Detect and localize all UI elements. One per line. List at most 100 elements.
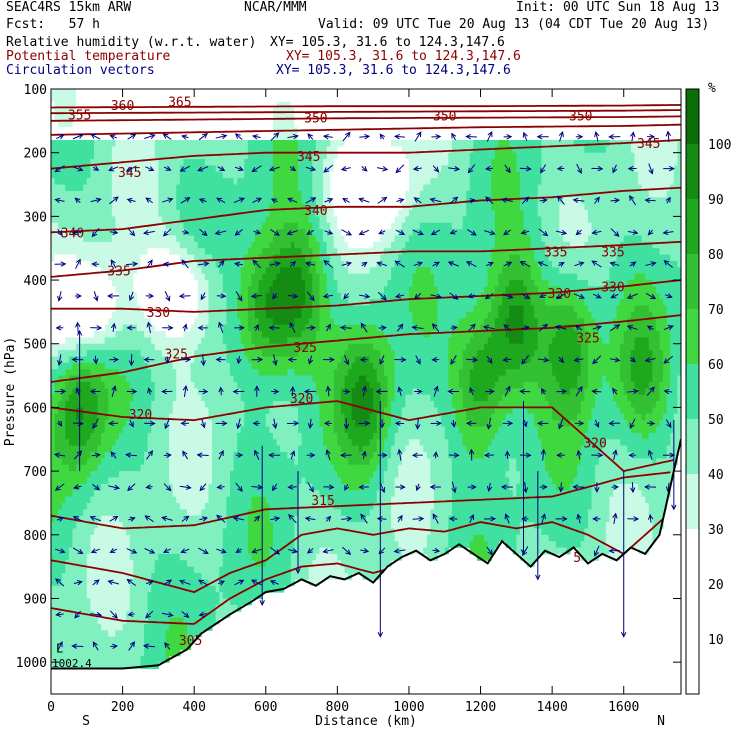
rh-cell <box>169 534 174 542</box>
rh-cell <box>176 171 181 179</box>
rh-cell <box>61 636 66 644</box>
rh-cell <box>165 496 170 504</box>
rh-cell <box>229 432 235 440</box>
rh-cell <box>90 649 95 657</box>
rh-cell <box>119 350 124 357</box>
rh-cell <box>133 541 138 549</box>
rh-cell <box>90 267 95 275</box>
rh-cell <box>108 260 113 268</box>
rh-cell <box>165 305 170 313</box>
rh-cell <box>58 203 63 211</box>
rh-cell <box>133 89 138 96</box>
rh-cell <box>151 630 156 638</box>
rh-cell <box>129 369 134 377</box>
rh-cell <box>111 216 116 224</box>
rh-cell <box>229 483 235 491</box>
rh-cell <box>229 286 235 294</box>
rh-cell <box>169 146 174 154</box>
rh-cell <box>90 337 95 345</box>
rh-cell <box>222 216 227 224</box>
rh-cell <box>187 318 192 326</box>
rh-cell <box>179 241 184 249</box>
rh-cell <box>54 286 59 294</box>
rh-cell <box>90 541 95 549</box>
rh-cell <box>212 471 217 478</box>
rh-cell <box>126 299 131 307</box>
rh-cell <box>169 139 174 147</box>
rh-cell <box>212 120 217 128</box>
rh-cell <box>136 350 141 357</box>
rh-cell <box>226 190 231 198</box>
rh-cell <box>247 458 252 466</box>
rh-cell <box>194 388 199 396</box>
rh-cell <box>204 369 209 377</box>
rh-cell <box>101 483 106 491</box>
rh-cell <box>108 127 113 135</box>
rh-cell <box>97 286 102 294</box>
rh-cell <box>144 286 149 294</box>
rh-cell <box>215 120 220 128</box>
rh-cell <box>122 133 127 141</box>
rh-cell <box>176 222 181 230</box>
rh-cell <box>72 171 77 179</box>
rh-cell <box>212 362 217 370</box>
rh-cell <box>83 324 88 332</box>
rh-cell <box>83 114 88 122</box>
rh-cell <box>154 267 159 275</box>
rh-cell <box>97 483 102 491</box>
rh-cell <box>61 655 66 663</box>
rh-cell <box>83 197 88 205</box>
rh-cell <box>165 432 170 440</box>
rh-cell <box>54 592 59 599</box>
rh-cell <box>147 248 152 256</box>
rh-cell <box>108 483 113 491</box>
rh-cell <box>61 350 66 357</box>
rh-cell <box>215 222 220 230</box>
rh-cell <box>129 203 134 211</box>
rh-cell <box>161 534 167 542</box>
rh-cell <box>194 267 199 275</box>
rh-cell <box>204 598 209 606</box>
rh-cell <box>204 515 209 523</box>
rh-cell <box>126 133 131 141</box>
rh-cell <box>119 432 124 440</box>
rh-cell <box>187 101 192 109</box>
rh-cell <box>115 522 120 529</box>
rh-cell <box>101 528 106 536</box>
rh-cell <box>176 324 181 332</box>
rh-cell <box>240 178 245 186</box>
rh-cell <box>126 490 131 498</box>
rh-cell <box>65 541 70 549</box>
rh-cell <box>176 318 181 326</box>
rh-cell <box>136 509 141 517</box>
rh-cell <box>172 560 177 568</box>
rh-cell <box>51 413 56 421</box>
rh-cell <box>222 579 227 587</box>
rh-cell <box>140 197 145 205</box>
rh-cell <box>144 585 149 593</box>
rh-cell <box>176 133 181 141</box>
rh-cell <box>151 343 156 351</box>
rh-cell <box>140 95 145 103</box>
rh-cell <box>147 477 152 485</box>
rh-cell <box>126 369 131 377</box>
rh-cell <box>151 190 156 198</box>
rh-cell <box>247 420 252 428</box>
rh-cell <box>229 133 235 141</box>
rh-cell <box>122 299 127 307</box>
rh-cell <box>244 146 249 154</box>
rh-cell <box>158 108 163 115</box>
rh-cell <box>54 248 59 256</box>
rh-cell <box>208 534 213 542</box>
rh-cell <box>226 496 231 504</box>
rh-cell <box>179 190 184 198</box>
rh-cell <box>93 655 99 663</box>
rh-cell <box>115 311 120 319</box>
rh-cell <box>197 95 202 103</box>
rh-cell <box>122 101 127 109</box>
rh-cell <box>183 636 188 644</box>
rh-cell <box>229 604 235 612</box>
rh-cell <box>54 369 59 377</box>
rh-cell <box>158 235 163 243</box>
rh-cell <box>104 496 109 504</box>
